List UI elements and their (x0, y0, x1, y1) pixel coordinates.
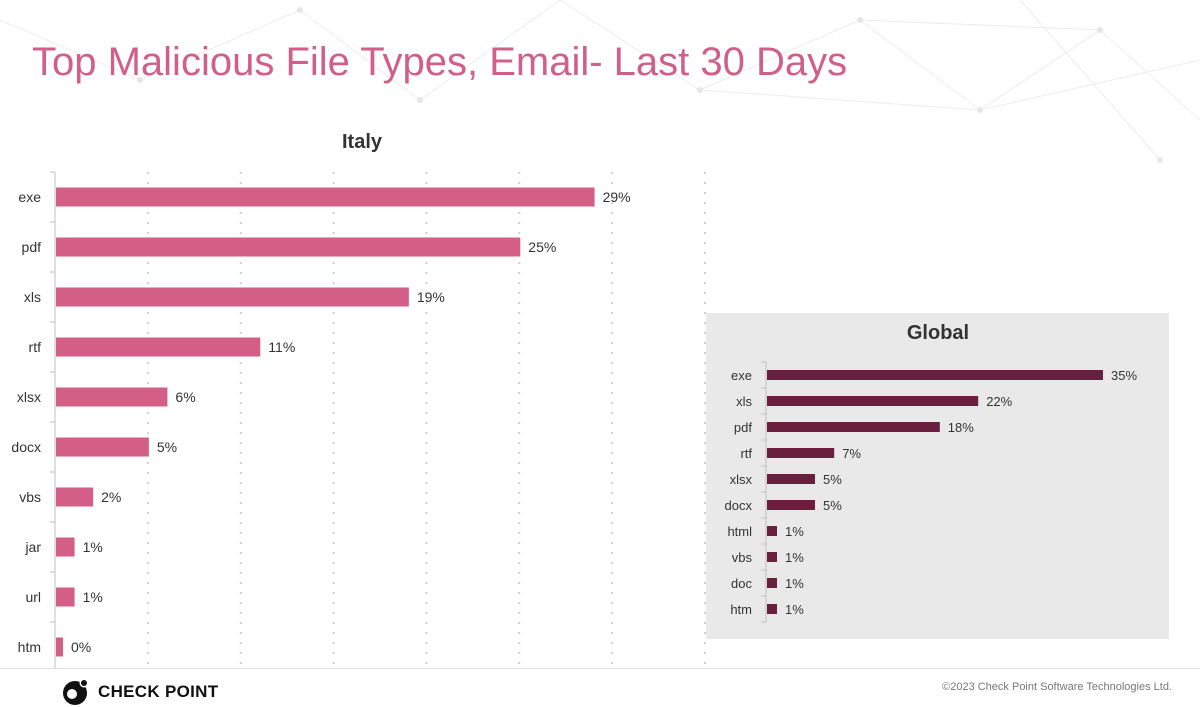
chart-title: Italy (342, 131, 383, 153)
category-label: xlsx (17, 389, 41, 405)
bar-xls (767, 396, 979, 406)
category-label: docx (725, 498, 753, 513)
bar-exe (767, 370, 1103, 380)
bar-docx (56, 437, 149, 457)
chart-title: Global (907, 322, 969, 344)
data-label: 22% (986, 394, 1012, 409)
category-label: pdf (22, 239, 42, 255)
category-label: url (25, 589, 41, 605)
category-label: xls (736, 394, 752, 409)
bar-url (56, 587, 75, 607)
bar-rtf (56, 337, 261, 357)
category-label: doc (731, 576, 752, 591)
bar-html (767, 526, 777, 536)
category-label: exe (18, 189, 41, 205)
category-label: xlsx (730, 472, 753, 487)
bar-docx (767, 500, 815, 510)
bar-pdf (56, 237, 521, 257)
data-label: 19% (417, 289, 445, 305)
data-label: 25% (528, 239, 556, 255)
category-label: vbs (19, 489, 41, 505)
bar-pdf (767, 422, 940, 432)
bar-htm (56, 637, 63, 657)
data-label: 2% (101, 489, 121, 505)
bar-exe (56, 187, 595, 207)
category-label: pdf (734, 420, 752, 435)
bar-htm (767, 604, 777, 614)
category-label: jar (24, 539, 41, 555)
logo-text: CHECK POINT (98, 682, 219, 701)
check-point-logo: CHECK POINT (60, 677, 218, 707)
global-chart-panel: Global exe 35% xls 22% pdf 18% rtf 7% xlsx 5% docx 5… (706, 313, 1169, 639)
data-label: 1% (83, 589, 103, 605)
data-label: 5% (823, 472, 842, 487)
category-label: xls (24, 289, 41, 305)
data-label: 1% (785, 576, 804, 591)
category-label: exe (731, 368, 752, 383)
copyright-text: ©2023 Check Point Software Technologies … (942, 681, 1172, 693)
category-label: htm (730, 602, 752, 617)
data-label: 7% (842, 446, 861, 461)
data-label: 5% (157, 439, 177, 455)
footer-divider (0, 668, 1200, 669)
data-label: 0% (71, 639, 91, 655)
data-label: 1% (785, 550, 804, 565)
category-label: vbs (732, 550, 753, 565)
data-label: 1% (83, 539, 103, 555)
bar-jar (56, 537, 75, 557)
data-label: 29% (603, 189, 631, 205)
category-label: html (727, 524, 752, 539)
data-label: 1% (785, 524, 804, 539)
category-label: rtf (740, 446, 752, 461)
bar-xls (56, 287, 409, 307)
global-bar-chart: Global exe 35% xls 22% pdf 18% rtf 7% xlsx 5% docx 5… (725, 322, 1137, 623)
bar-vbs (767, 552, 777, 562)
data-label: 1% (785, 602, 804, 617)
bar-xlsx (767, 474, 815, 484)
check-point-logo-icon (63, 678, 89, 705)
data-label: 11% (268, 339, 295, 355)
data-label: 18% (948, 420, 974, 435)
data-label: 6% (175, 389, 195, 405)
page-title: Top Malicious File Types, Email- Last 30… (32, 40, 848, 84)
bar-vbs (56, 487, 94, 507)
bar-doc (767, 578, 777, 588)
bar-rtf (767, 448, 835, 458)
italy-bar-chart: Italy exe 29% pdf 25% xls 19% rtf 11% xlsx 6% docx 5… (11, 131, 706, 668)
bar-xlsx (56, 387, 168, 407)
category-label: docx (11, 439, 41, 455)
category-label: rtf (29, 339, 42, 355)
data-label: 35% (1111, 368, 1137, 383)
data-label: 5% (823, 498, 842, 513)
category-label: htm (18, 639, 41, 655)
